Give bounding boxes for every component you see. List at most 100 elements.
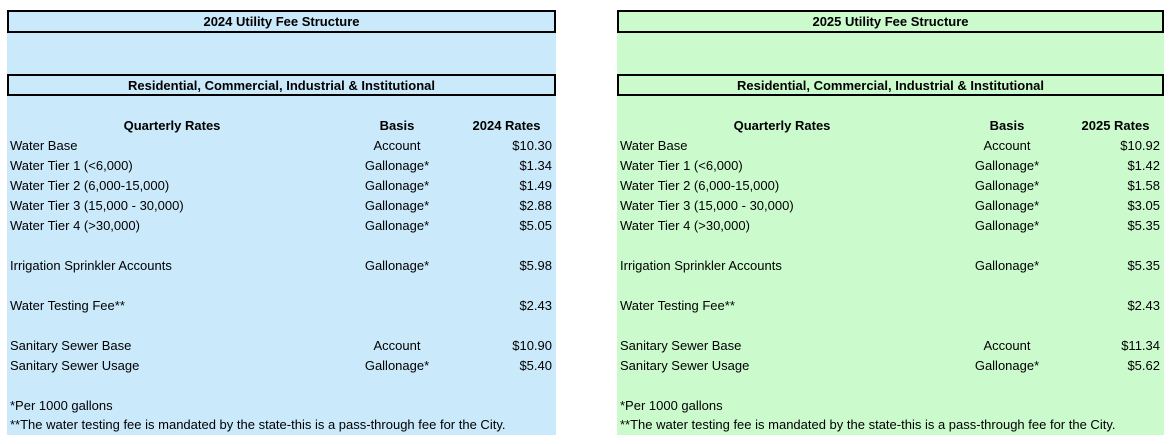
cell-basis bbox=[947, 376, 1067, 396]
cell-label bbox=[7, 236, 337, 256]
cell-rate: $5.05 bbox=[519, 218, 552, 233]
cell-rate: $11.34 bbox=[1121, 338, 1160, 353]
cell-basis: Account bbox=[983, 138, 1031, 153]
cell-rate bbox=[457, 376, 556, 396]
cell-rate bbox=[1067, 316, 1164, 336]
cell-label: Irrigation Sprinkler Accounts bbox=[10, 258, 172, 273]
cell-rate: $1.58 bbox=[1127, 178, 1160, 193]
footnote-per-1000-gallons: *Per 1000 gallons bbox=[620, 398, 723, 413]
cell-label bbox=[7, 276, 337, 296]
cell-basis: Gallonage* bbox=[974, 178, 1040, 193]
table-row: Water Base Account $10.30 bbox=[7, 136, 556, 156]
cell-basis: Gallonage* bbox=[364, 218, 430, 233]
panel-title-box-2025: 2025 Utility Fee Structure bbox=[617, 10, 1164, 33]
table-row: Water Tier 4 (>30,000) Gallonage* $5.35 bbox=[617, 216, 1164, 236]
cell-label bbox=[7, 376, 337, 396]
table-row: Water Tier 2 (6,000-15,000) Gallonage* $1.… bbox=[617, 176, 1164, 196]
cell-basis: Gallonage* bbox=[974, 358, 1040, 373]
table-row: Water Tier 2 (6,000-15,000) Gallonage* $1.… bbox=[7, 176, 556, 196]
cell-label: Sanitary Sewer Usage bbox=[10, 358, 140, 373]
cell-rate: $5.40 bbox=[519, 358, 552, 373]
table-row bbox=[617, 316, 1164, 336]
cell-basis bbox=[947, 276, 1067, 296]
cell-rate bbox=[1067, 276, 1164, 296]
cell-label: Water Tier 1 (<6,000) bbox=[10, 158, 133, 173]
cell-basis bbox=[337, 376, 457, 396]
cell-label: Water Base bbox=[620, 138, 688, 153]
cell-rate: $2.43 bbox=[1127, 298, 1160, 313]
cell-label bbox=[617, 276, 947, 296]
table-row bbox=[617, 376, 1164, 396]
footnote-water-testing-fee: **The water testing fee is mandated by t… bbox=[10, 417, 506, 432]
cell-rate: $10.92 bbox=[1120, 138, 1160, 153]
fee-panel-2025: 2025 Utility Fee Structure Residential, … bbox=[617, 10, 1164, 435]
cell-label: Water Tier 3 (15,000 - 30,000) bbox=[620, 198, 794, 213]
cell-rate: $3.05 bbox=[1127, 198, 1160, 213]
cell-rate: $1.42 bbox=[1127, 158, 1160, 173]
column-header-basis: Basis bbox=[989, 118, 1025, 133]
table-row: Irrigation Sprinkler Accounts Gallonage* $… bbox=[7, 256, 556, 276]
cell-label bbox=[617, 236, 947, 256]
cell-label: Water Tier 4 (>30,000) bbox=[620, 218, 750, 233]
cell-basis: Gallonage* bbox=[364, 258, 430, 273]
column-header-basis: Basis bbox=[379, 118, 415, 133]
cell-rate bbox=[457, 276, 556, 296]
table-row: Water Tier 3 (15,000 - 30,000) Gallonage*… bbox=[7, 196, 556, 216]
table-row: Water Base Account $10.92 bbox=[617, 136, 1164, 156]
footnote-water-testing-fee: **The water testing fee is mandated by t… bbox=[620, 417, 1116, 432]
cell-label: Water Testing Fee** bbox=[10, 298, 125, 313]
cell-basis bbox=[947, 236, 1067, 256]
panel-subtitle-box-2024: Residential, Commercial, Industrial & In… bbox=[7, 74, 556, 96]
column-header-2024-rates: 2024 Rates bbox=[472, 118, 541, 133]
column-header-2025-rates: 2025 Rates bbox=[1081, 118, 1150, 133]
cell-rate bbox=[457, 316, 556, 336]
cell-label: Water Tier 2 (6,000-15,000) bbox=[620, 178, 780, 193]
table-row: Water Tier 3 (15,000 - 30,000) Gallonage*… bbox=[617, 196, 1164, 216]
table-row: Sanitary Sewer Usage Gallonage* $5.40 bbox=[7, 356, 556, 376]
cell-label: Sanitary Sewer Base bbox=[620, 338, 742, 353]
cell-basis: Gallonage* bbox=[364, 178, 430, 193]
table-row: Irrigation Sprinkler Accounts Gallonage* $… bbox=[617, 256, 1164, 276]
table-row bbox=[7, 316, 556, 336]
panel-title-box-2024: 2024 Utility Fee Structure bbox=[7, 10, 556, 33]
cell-rate: $2.43 bbox=[519, 298, 552, 313]
cell-basis bbox=[337, 236, 457, 256]
cell-rate: $1.34 bbox=[519, 158, 552, 173]
cell-basis bbox=[947, 316, 1067, 336]
cell-rate: $5.62 bbox=[1127, 358, 1160, 373]
cell-label: Water Tier 4 (>30,000) bbox=[10, 218, 140, 233]
cell-basis bbox=[337, 276, 457, 296]
table-row: Water Testing Fee** $2.43 bbox=[7, 296, 556, 316]
cell-rate bbox=[457, 236, 556, 256]
cell-rate: $10.90 bbox=[512, 338, 552, 353]
table-row: Water Testing Fee** $2.43 bbox=[617, 296, 1164, 316]
cell-basis bbox=[337, 296, 457, 316]
cell-basis: Account bbox=[983, 338, 1031, 353]
footnote-per-1000-gallons: *Per 1000 gallons bbox=[10, 398, 113, 413]
cell-basis: Account bbox=[373, 138, 421, 153]
cell-label: Sanitary Sewer Base bbox=[10, 338, 132, 353]
cell-label: Water Testing Fee** bbox=[620, 298, 735, 313]
panel-subtitle: Residential, Commercial, Industrial & In… bbox=[737, 77, 1044, 93]
table-row bbox=[7, 376, 556, 396]
cell-basis: Gallonage* bbox=[974, 158, 1040, 173]
panel-subtitle-box-2025: Residential, Commercial, Industrial & In… bbox=[617, 74, 1164, 96]
cell-rate: $2.88 bbox=[519, 198, 552, 213]
column-header-quarterly-rates: Quarterly Rates bbox=[733, 118, 831, 133]
cell-label bbox=[7, 316, 337, 336]
cell-rate: $1.49 bbox=[519, 178, 552, 193]
table-row bbox=[7, 276, 556, 296]
cell-basis: Gallonage* bbox=[364, 158, 430, 173]
cell-label: Water Tier 3 (15,000 - 30,000) bbox=[10, 198, 184, 213]
table-row: Water Tier 4 (>30,000) Gallonage* $5.05 bbox=[7, 216, 556, 236]
cell-label: Water Base bbox=[10, 138, 78, 153]
cell-rate: $5.98 bbox=[519, 258, 552, 273]
cell-rate bbox=[1067, 376, 1164, 396]
column-headers-2024: Quarterly Rates Basis 2024 Rates bbox=[7, 116, 556, 136]
cell-label: Irrigation Sprinkler Accounts bbox=[620, 258, 782, 273]
fee-panel-2024: 2024 Utility Fee Structure Residential, … bbox=[7, 10, 556, 435]
table-row bbox=[617, 236, 1164, 256]
table-row: Sanitary Sewer Base Account $11.34 bbox=[617, 336, 1164, 356]
table-row: Water Tier 1 (<6,000) Gallonage* $1.42 bbox=[617, 156, 1164, 176]
